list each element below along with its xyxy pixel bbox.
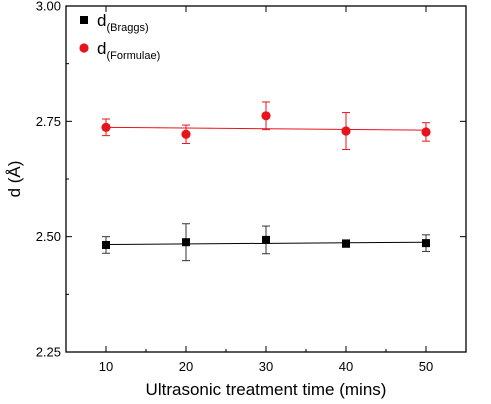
data-point-formulae: [341, 126, 351, 136]
y-axis-title: d (Å): [5, 161, 24, 198]
legend-marker-braggs: [80, 16, 88, 24]
x-tick-label: 20: [179, 359, 193, 374]
data-point-braggs: [422, 239, 430, 248]
legend-label-0: d(Braggs): [97, 11, 149, 34]
x-tick-label: 40: [339, 359, 353, 374]
x-tick-label: 50: [419, 359, 433, 374]
data-point-formulae: [261, 111, 271, 121]
data-point-braggs: [342, 239, 350, 248]
y-tick-label: 3.00: [36, 0, 61, 14]
legend-label-sub: (Formulae): [106, 50, 160, 62]
legend-label-main: d: [97, 11, 106, 30]
data-point-formulae: [101, 122, 111, 132]
y-tick-label: 2.25: [36, 345, 61, 360]
legend-marker-formulae: [79, 43, 89, 53]
data-point-formulae: [181, 129, 191, 139]
x-tick-label: 10: [99, 359, 113, 374]
x-tick-label: 30: [259, 359, 273, 374]
y-tick-label: 2.75: [36, 114, 61, 129]
data-point-braggs: [182, 238, 190, 247]
y-tick-label: 2.50: [36, 229, 61, 244]
x-axis-title: Ultrasonic treatment time (mins): [146, 380, 387, 399]
legend-label-main: d: [97, 39, 106, 58]
data-point-braggs: [102, 240, 110, 249]
data-point-braggs: [262, 235, 270, 244]
legend-label-1: d(Formulae): [97, 39, 160, 62]
data-point-formulae: [421, 127, 431, 137]
legend-label-sub: (Braggs): [106, 22, 148, 34]
